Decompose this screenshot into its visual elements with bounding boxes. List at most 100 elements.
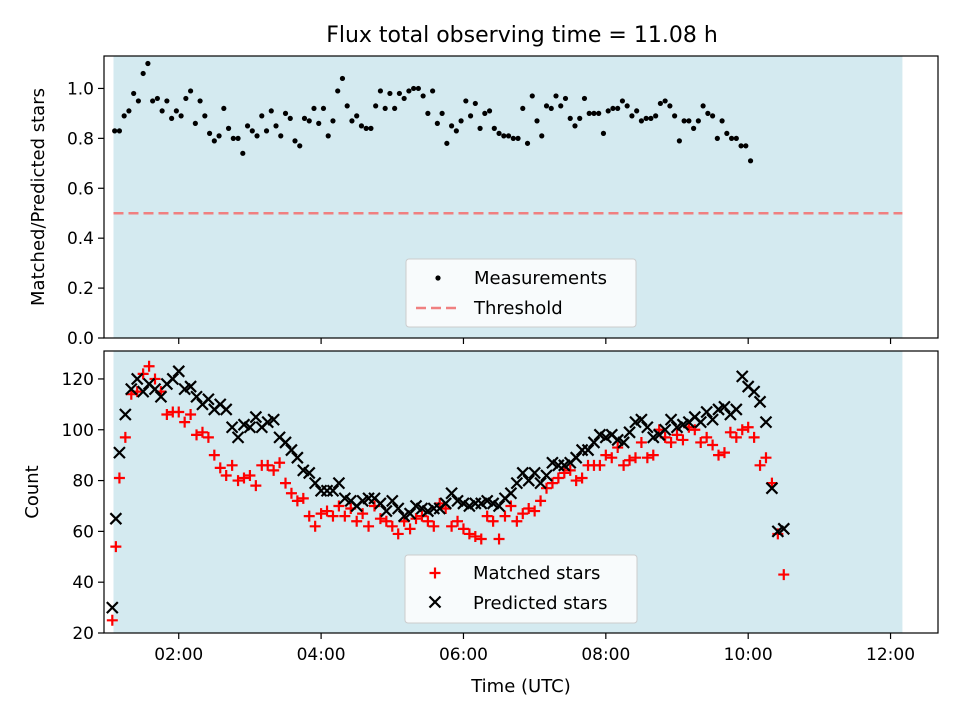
measurement-point-50 xyxy=(349,118,355,124)
predicted-star-point-35 xyxy=(308,476,322,490)
measurement-point-112 xyxy=(643,115,649,121)
legend-predicted-marker xyxy=(428,595,442,609)
ax2-ytick-label-0: 20 xyxy=(72,624,94,644)
matched-star-point-36 xyxy=(315,508,327,520)
ax2-xtick-label-3: 08:00 xyxy=(581,645,630,665)
matched-star-point-78 xyxy=(564,464,576,476)
measurement-point-124 xyxy=(700,103,706,109)
matched-star-point-53 xyxy=(416,510,428,522)
predicted-star-point-15 xyxy=(190,390,203,404)
measurement-point-23 xyxy=(221,105,227,112)
measurement-point-63 xyxy=(411,85,417,92)
matched-star-point-30 xyxy=(280,477,292,489)
matched-star-point-46 xyxy=(374,513,386,525)
matched-star-point-65 xyxy=(487,515,499,527)
matched-star-point-91 xyxy=(641,452,653,464)
measurement-point-116 xyxy=(662,98,668,104)
matched-star-point-52 xyxy=(410,513,422,525)
measurement-point-68 xyxy=(434,120,440,126)
measurement-point-32 xyxy=(263,128,270,134)
ax2-ytick-label-1: 40 xyxy=(72,573,94,593)
predicted-star-point-48 xyxy=(386,494,399,508)
legend-threshold-label: Threshold xyxy=(473,298,563,319)
predicted-star-point-58 xyxy=(445,486,458,500)
measurement-point-118 xyxy=(672,113,678,119)
predicted-star-point-12 xyxy=(172,365,186,378)
predicted-star-point-101 xyxy=(700,405,713,419)
measurement-point-33 xyxy=(268,108,274,114)
matched-star-point-25 xyxy=(250,480,262,492)
predicted-star-point-87 xyxy=(617,436,630,449)
measurement-point-78 xyxy=(482,110,488,116)
measurement-point-15 xyxy=(183,95,189,102)
measurement-point-91 xyxy=(543,103,550,109)
matched-star-point-74 xyxy=(541,482,553,494)
matched-star-point-76 xyxy=(552,472,564,484)
predicted-star-point-14 xyxy=(184,380,197,393)
predicted-star-point-91 xyxy=(641,420,654,434)
measurement-point-3 xyxy=(126,108,132,114)
matched-star-point-42 xyxy=(351,515,363,527)
measurement-point-37 xyxy=(287,115,293,121)
matched-star-point-32 xyxy=(291,495,303,507)
matched-star-point-58 xyxy=(446,520,458,532)
measurement-point-29 xyxy=(249,128,255,134)
measurement-point-56 xyxy=(377,88,384,94)
matched-star-point-55 xyxy=(428,520,440,532)
measurement-point-76 xyxy=(472,100,478,107)
matched-star-point-80 xyxy=(576,472,588,484)
predicted-star-point-114 xyxy=(777,522,791,536)
predicted-star-point-102 xyxy=(706,413,719,426)
measurement-point-43 xyxy=(316,120,322,126)
predicted-star-point-22 xyxy=(231,431,245,444)
measurement-point-42 xyxy=(311,105,317,112)
matched-star-point-49 xyxy=(392,528,404,540)
count-panel: 20 40 60 80 100 120 02:00 04:00 06:00 08:00 10:00… xyxy=(22,350,939,697)
measurement-point-120 xyxy=(681,118,687,124)
matched-star-point-72 xyxy=(529,505,541,517)
measurement-point-103 xyxy=(600,130,607,136)
matched-star-point-48 xyxy=(386,520,398,532)
predicted-star-point-21 xyxy=(225,420,239,434)
measurement-point-52 xyxy=(358,123,365,129)
matched-star-point-73 xyxy=(535,495,547,507)
predicted-star-point-79 xyxy=(569,451,583,464)
matched-star-point-86 xyxy=(612,442,624,454)
matched-star-point-61 xyxy=(463,528,475,540)
predicted-star-point-2 xyxy=(113,446,126,459)
ratio-x-ticks xyxy=(178,338,892,344)
ratio-axes-frame xyxy=(103,55,939,339)
predicted-star-point-66 xyxy=(492,499,506,513)
predicted-star-point-111 xyxy=(759,415,773,429)
predicted-star-point-68 xyxy=(504,486,518,500)
measurement-point-97 xyxy=(572,123,578,129)
matched-star-point-75 xyxy=(546,477,558,489)
predicted-star-point-100 xyxy=(694,415,708,429)
measurement-point-14 xyxy=(178,113,184,119)
measurement-point-60 xyxy=(396,90,402,97)
predicted-star-point-47 xyxy=(380,504,393,518)
predicted-star-point-30 xyxy=(279,436,292,449)
measurement-point-86 xyxy=(520,105,526,112)
measurement-point-64 xyxy=(415,85,421,92)
matched-star-point-8 xyxy=(149,373,161,385)
predicted-star-point-1 xyxy=(109,512,123,525)
ax1-ytick-label-5: 1.0 xyxy=(67,79,94,99)
matched-star-point-92 xyxy=(647,449,659,461)
measurement-point-0 xyxy=(112,128,118,134)
ax2-xtick-label-5: 12:00 xyxy=(866,645,915,665)
measurement-point-53 xyxy=(363,125,369,131)
legend-measurement-marker xyxy=(435,275,441,281)
measurement-point-75 xyxy=(467,113,474,119)
measurement-point-90 xyxy=(539,133,545,139)
matched-star-point-15 xyxy=(191,429,203,441)
measurement-point-107 xyxy=(619,98,626,104)
predicted-star-point-5 xyxy=(130,372,144,386)
measurement-point-59 xyxy=(392,105,398,112)
measurement-point-132 xyxy=(738,143,744,149)
measurement-point-80 xyxy=(491,125,497,131)
measurement-point-129 xyxy=(724,130,730,136)
measurement-point-128 xyxy=(719,118,725,124)
measurement-point-55 xyxy=(373,103,379,109)
